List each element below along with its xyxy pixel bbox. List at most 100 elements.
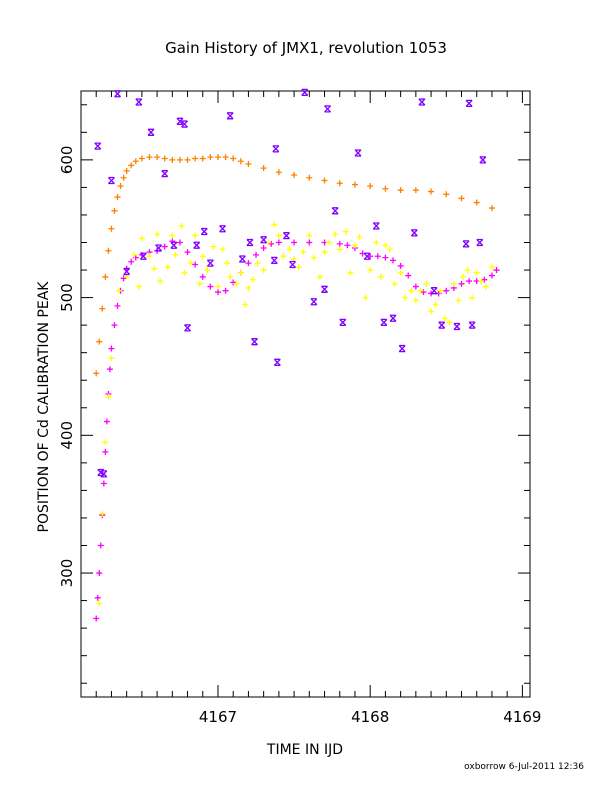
data-point-series-2: [222, 287, 229, 294]
data-point-series-4: [380, 318, 388, 327]
data-point-series-4: [181, 120, 188, 128]
data-point-series-3: [280, 253, 287, 260]
data-point-series-3: [382, 242, 389, 249]
data-point-series-3: [342, 228, 349, 235]
data-point-series-3: [423, 280, 430, 287]
data-point-series-4: [226, 112, 234, 120]
data-point-series-3: [233, 280, 240, 287]
data-point-series-4: [251, 338, 258, 346]
data-point-series-2: [161, 243, 168, 250]
data-point-series-3: [450, 280, 457, 287]
data-point-series-3: [181, 269, 188, 276]
data-point-series-3: [408, 287, 415, 294]
data-point-series-3: [131, 251, 138, 258]
data-point-series-2: [397, 262, 404, 269]
data-point-series-3: [196, 280, 203, 287]
data-point-series-3: [464, 267, 471, 274]
data-point-series-1: [291, 172, 298, 179]
data-point-series-1: [367, 183, 374, 190]
data-point-series-3: [316, 273, 323, 280]
data-point-series-3: [108, 355, 115, 362]
data-point-series-2: [268, 240, 275, 247]
data-point-series-1: [146, 154, 153, 161]
data-point-series-1: [169, 156, 176, 163]
data-point-series-4: [430, 287, 438, 295]
data-point-series-3: [488, 264, 495, 271]
data-point-series-3: [391, 280, 398, 287]
data-point-series-3: [286, 246, 293, 253]
data-point-series-1: [214, 154, 221, 161]
data-point-series-2: [106, 366, 113, 373]
data-point-series-3: [102, 439, 109, 446]
x-axis-label: TIME IN IJD: [266, 742, 343, 758]
x-tick-label: 4168: [351, 708, 389, 726]
data-point-series-2: [230, 279, 237, 286]
data-point-series-3: [347, 269, 354, 276]
x-tick-label: 4169: [503, 708, 541, 726]
y-axis-label: POSITION OF Cd CALIBRATION PEAK: [36, 281, 52, 533]
data-point-series-4: [139, 252, 147, 260]
data-point-series-4: [170, 241, 178, 249]
data-point-series-3: [135, 283, 142, 290]
data-point-series-2: [306, 239, 313, 246]
data-point-series-3: [417, 287, 424, 294]
data-point-series-3: [192, 232, 199, 239]
data-point-series-2: [275, 239, 282, 246]
data-point-series-1: [93, 370, 100, 377]
data-point-series-3: [460, 273, 467, 280]
data-point-series-2: [367, 253, 374, 260]
data-point-series-3: [214, 283, 221, 290]
data-point-series-3: [224, 260, 231, 267]
data-point-series-2: [120, 275, 127, 282]
data-point-series-1: [260, 165, 267, 172]
data-point-series-1: [382, 185, 389, 192]
data-point-series-3: [157, 278, 164, 285]
data-point-series-2: [412, 283, 419, 290]
data-point-series-1: [306, 174, 313, 181]
data-point-series-4: [354, 149, 362, 157]
data-point-series-1: [443, 191, 450, 198]
data-point-series-4: [389, 314, 397, 322]
data-point-series-1: [132, 158, 139, 165]
data-point-series-3: [446, 319, 453, 326]
data-point-series-1: [351, 181, 358, 188]
axis-tick-labels: 4167 4168 4169 300 400 500 600: [58, 146, 541, 726]
data-point-series-3: [473, 269, 480, 276]
data-point-series-3: [377, 273, 384, 280]
data-point-series-4: [339, 318, 347, 327]
data-point-series-3: [402, 294, 409, 301]
data-point-series-1: [99, 305, 106, 312]
data-point-series-3: [300, 249, 307, 256]
data-point-series-4: [200, 227, 208, 236]
data-point-series-4: [161, 169, 169, 178]
data-point-series-2: [253, 251, 260, 258]
data-point-series-2: [108, 345, 115, 352]
y-tick-label: 400: [58, 421, 76, 450]
data-point-series-4: [418, 98, 426, 106]
data-point-series-1: [123, 167, 130, 174]
data-point-series-2: [94, 594, 101, 601]
data-point-series-3: [356, 233, 363, 240]
data-point-series-2: [443, 287, 450, 294]
data-point-series-2: [488, 272, 495, 279]
data-point-series-1: [184, 156, 191, 163]
data-point-series-4: [107, 176, 115, 185]
data-point-series-4: [372, 222, 380, 230]
data-point-series-1: [154, 154, 161, 161]
data-point-series-3: [367, 267, 374, 274]
data-point-series-2: [336, 240, 343, 247]
data-point-series-3: [295, 264, 302, 271]
data-point-series-3: [249, 276, 256, 283]
data-point-series-2: [344, 242, 351, 249]
data-point-series-3: [412, 297, 419, 304]
data-point-series-3: [326, 239, 333, 246]
data-point-series-2: [128, 258, 135, 265]
data-point-series-3: [321, 249, 328, 256]
data-point-series-4: [310, 298, 318, 306]
data-point-series-3: [242, 301, 249, 308]
data-point-series-3: [172, 251, 179, 258]
data-point-series-4: [453, 322, 461, 331]
data-point-series-3: [482, 283, 489, 290]
y-tick-label: 300: [58, 559, 76, 588]
data-point-series-1: [102, 273, 109, 280]
